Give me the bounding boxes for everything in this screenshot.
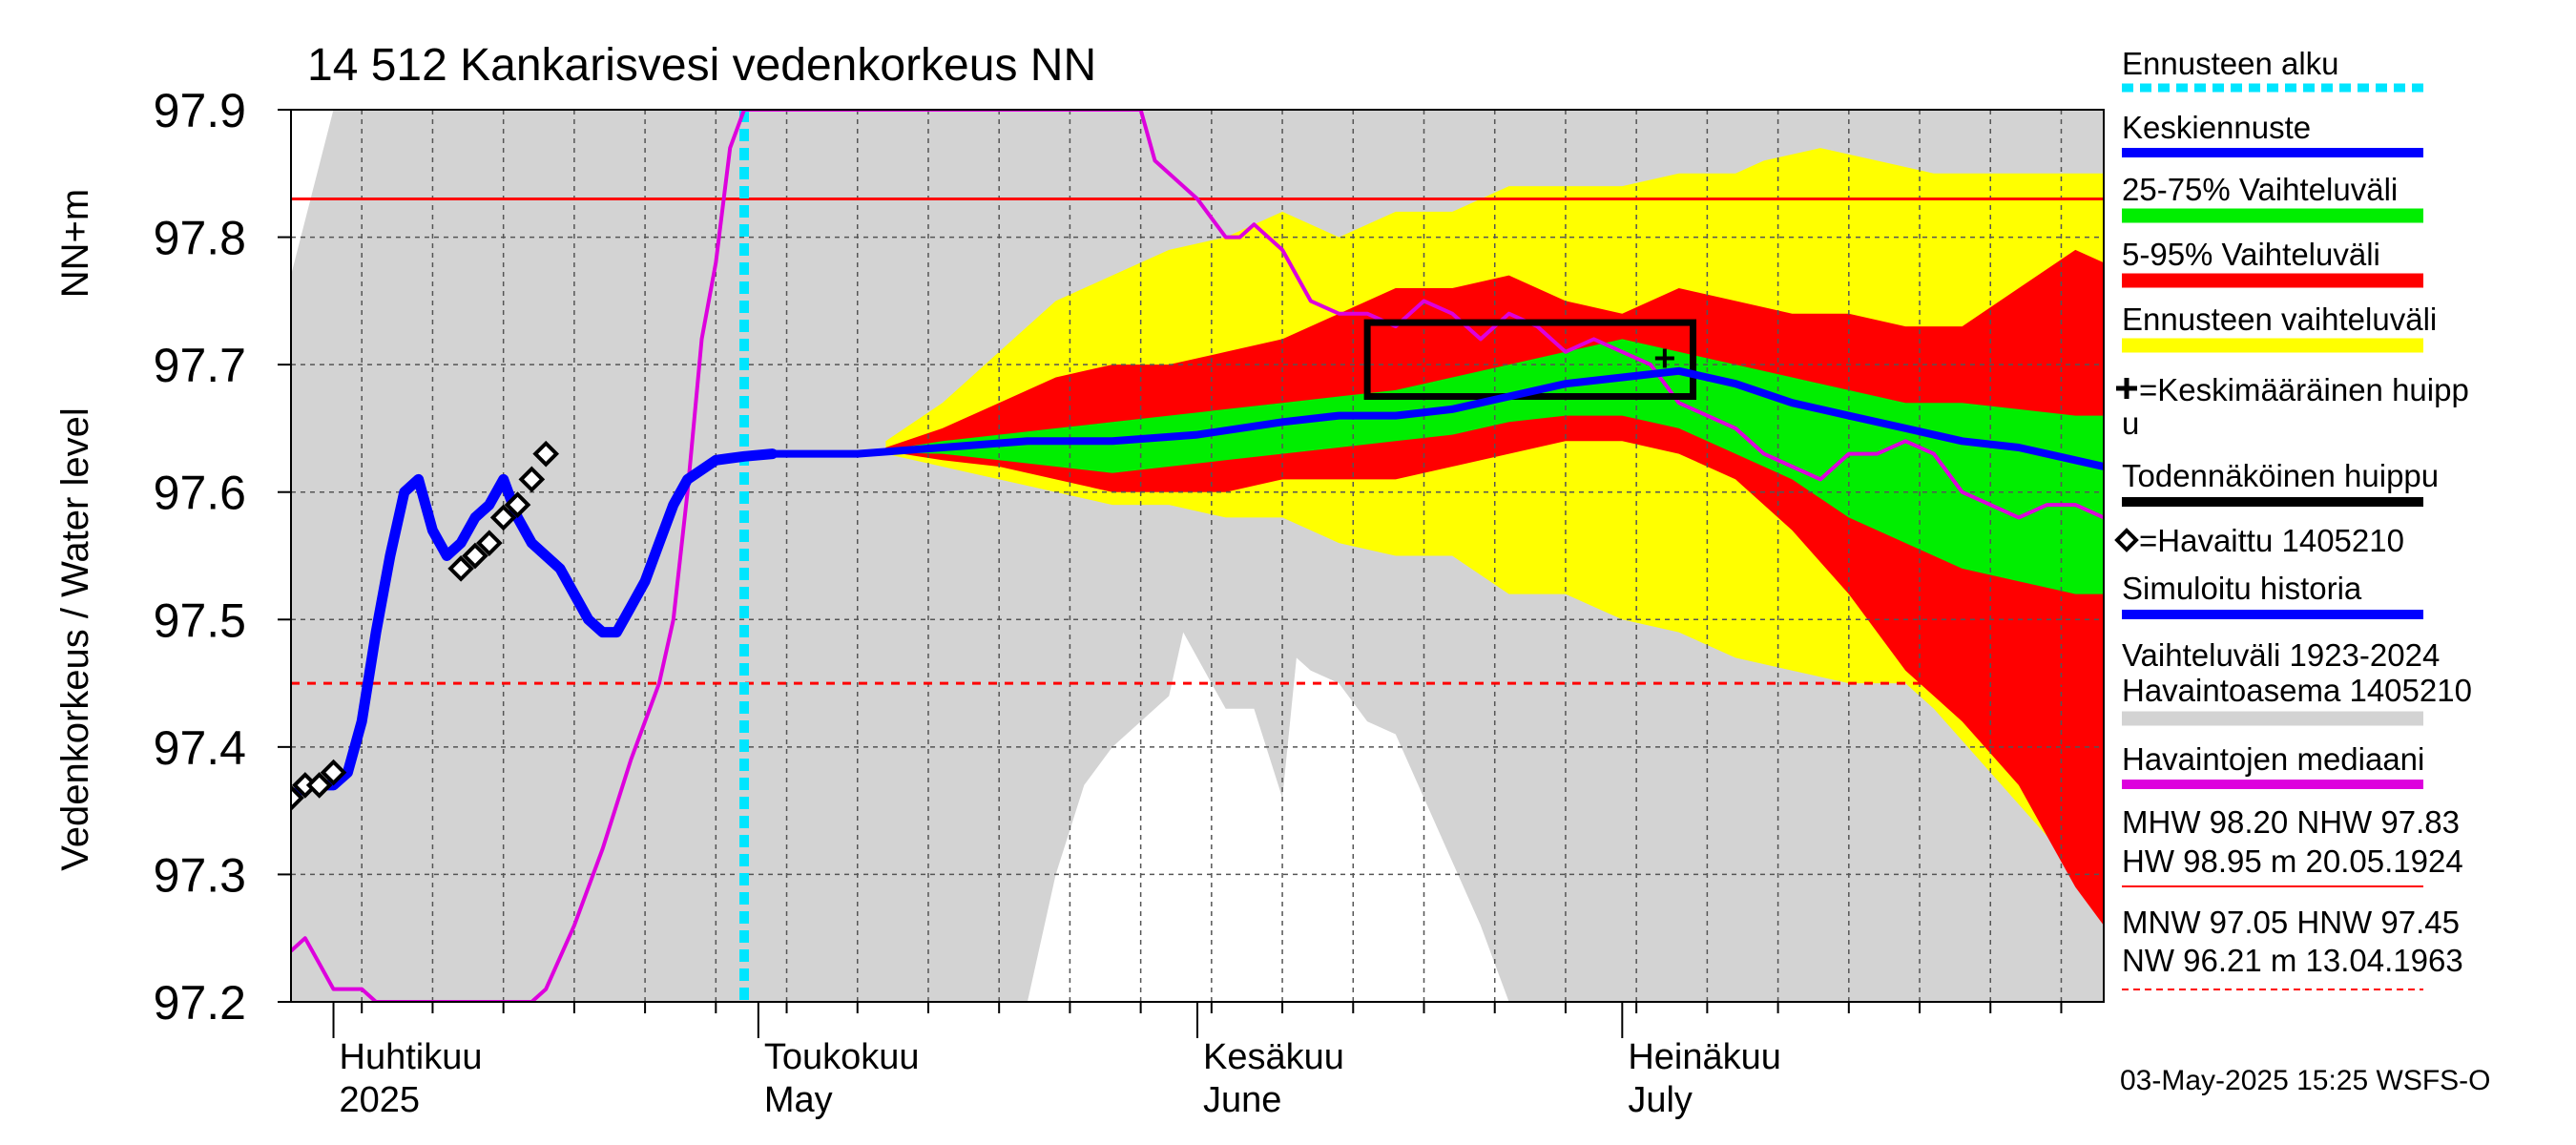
y-tick-label: 97.8 xyxy=(154,212,246,265)
legend-label: Ennusteen alku xyxy=(2122,46,2339,81)
forecast-mean-line xyxy=(768,366,2104,470)
legend-plus-icon xyxy=(2116,378,2137,399)
y-axis-label: Vedenkorkeus / Water level xyxy=(54,407,96,870)
month-label: Kesäkuu xyxy=(1203,1037,1344,1077)
legend-label: =Keskimääräinen huipp xyxy=(2139,372,2469,407)
y-tick-label: 97.3 xyxy=(154,848,246,902)
observation-point xyxy=(532,440,560,468)
observation-point xyxy=(475,530,503,556)
month-label-english: July xyxy=(1628,1080,1693,1120)
month-label: Toukokuu xyxy=(764,1037,920,1077)
month-label-english: 2025 xyxy=(340,1080,421,1120)
month-label: Huhtikuu xyxy=(340,1037,483,1077)
observation-point xyxy=(305,772,333,799)
legend-label: MHW 98.20 NHW 97.83 xyxy=(2122,804,2460,840)
simulated-history-line xyxy=(291,448,779,803)
footer-timestamp: 03-May-2025 15:25 WSFS-O xyxy=(2120,1065,2491,1096)
month-label: Heinäkuu xyxy=(1628,1037,1781,1077)
y-tick-label: 97.7 xyxy=(154,339,246,392)
legend-label-line2: Havaintoasema 1405210 xyxy=(2122,673,2472,708)
probable-peak-box xyxy=(1363,319,1697,401)
observation-point xyxy=(518,466,546,493)
legend-label: Keskiennuste xyxy=(2122,110,2311,145)
y-tick-label: 97.9 xyxy=(154,84,246,137)
legend-label: Havaintojen mediaani xyxy=(2122,741,2424,777)
y-tick-label: 97.5 xyxy=(154,593,246,647)
y-tick-label: 97.2 xyxy=(154,976,246,1030)
observation-point xyxy=(489,504,517,531)
chart-title: 14 512 Kankarisvesi vedenkorkeus NN xyxy=(307,40,1096,91)
median-observations-line xyxy=(291,110,2104,1002)
observation-point xyxy=(504,491,531,518)
legend-label-line2: HW 98.95 m 20.05.1924 xyxy=(2122,843,2463,879)
legend-label: Todennäköinen huippu xyxy=(2122,458,2439,493)
legend-diamond-icon xyxy=(2114,528,2139,552)
observation-point xyxy=(462,542,488,570)
observation-point xyxy=(447,555,474,582)
y-tick-label: 97.6 xyxy=(154,467,246,520)
legend-label-line2: NW 96.21 m 13.04.1963 xyxy=(2122,943,2463,978)
legend-label: MNW 97.05 HNW 97.45 xyxy=(2122,905,2460,940)
legend-label: Ennusteen vaihteluväli xyxy=(2122,302,2437,337)
legend-label-line2: u xyxy=(2122,406,2139,441)
month-label-english: May xyxy=(764,1080,833,1120)
legend-label: Simuloitu historia xyxy=(2122,571,2362,606)
mean-peak-marker xyxy=(1654,348,1674,368)
observation-point xyxy=(291,784,304,812)
y-axis-unit-label: NN+m xyxy=(54,189,96,298)
legend-label: =Havaittu 1405210 xyxy=(2139,523,2404,558)
observation-point xyxy=(320,759,347,786)
y-tick-label: 97.4 xyxy=(154,721,246,775)
legend-label: Vaihteluväli 1923-2024 xyxy=(2122,637,2440,673)
legend-label: 25-75% Vaihteluväli xyxy=(2122,172,2398,207)
month-label-english: June xyxy=(1203,1080,1281,1120)
legend-label: 5-95% Vaihteluväli xyxy=(2122,237,2380,272)
